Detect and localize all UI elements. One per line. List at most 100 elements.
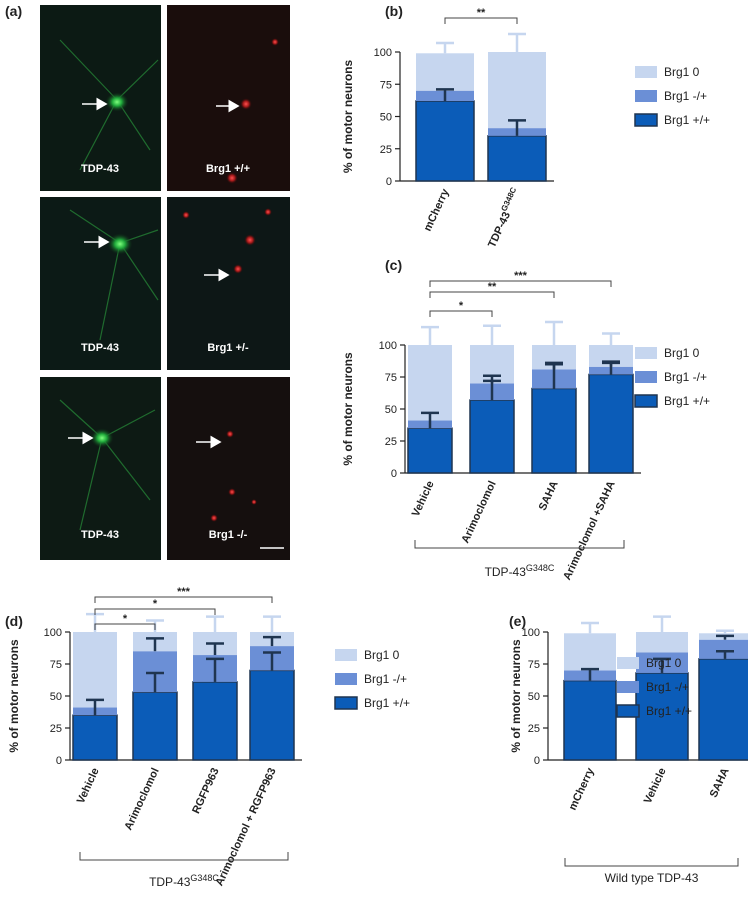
group-superscript: G348C	[526, 563, 555, 573]
legend-swatch	[634, 113, 658, 127]
legend-label: Brg1 0	[646, 656, 682, 670]
x-tick-label: RGFP963	[190, 766, 222, 815]
legend-swatch	[617, 657, 639, 669]
bar-segment	[249, 669, 295, 761]
legend-label: Brg1 +/+	[364, 696, 410, 710]
error-bar	[146, 637, 164, 652]
x-tick-label: mCherry	[567, 765, 597, 812]
error-bar	[436, 88, 454, 102]
legend-label: Brg1 0	[664, 65, 700, 79]
bar-segment	[635, 672, 689, 761]
x-tick-label: Arimoclomol	[122, 766, 161, 832]
error-bar	[716, 649, 734, 659]
error-bar	[581, 621, 599, 634]
y-tick-label: 50	[380, 112, 392, 124]
error-bar	[206, 642, 224, 656]
bar-segment	[132, 691, 178, 761]
y-tick-label: 75	[528, 659, 540, 671]
error-bar	[602, 360, 620, 367]
bar-segment	[589, 345, 633, 367]
bar-segment	[563, 679, 617, 761]
x-tick-label: mCherry	[422, 186, 452, 233]
x-tick-label: Arimoclomol	[459, 479, 498, 545]
group-label: Wild type TDP-43	[605, 871, 699, 885]
y-tick-label: 100	[44, 627, 62, 639]
legend-label: Brg1 -/+	[646, 680, 689, 694]
y-tick-label: 25	[385, 436, 397, 448]
significance-label: *	[123, 613, 128, 625]
error-bar	[436, 41, 454, 54]
image-label: Brg1 -/-	[209, 529, 248, 541]
error-bar	[421, 325, 439, 345]
y-tick-label: 25	[50, 723, 62, 735]
image-label: TDP-43	[81, 163, 119, 175]
group-text: TDP-43	[149, 875, 191, 889]
error-bar	[508, 119, 526, 136]
category-text: TDP-43	[486, 210, 513, 249]
y-tick-label: 50	[385, 404, 397, 416]
legend-label: Brg1 +/+	[646, 704, 692, 718]
legend-swatch	[635, 66, 657, 78]
y-tick-label: 25	[528, 723, 540, 735]
y-tick-label: 75	[380, 79, 392, 91]
image-label: TDP-43	[81, 342, 119, 354]
legend-label: Brg1 +/+	[664, 394, 710, 408]
category-text: Vehicle	[75, 766, 102, 805]
error-bar	[86, 698, 104, 716]
y-tick-label: 75	[385, 372, 397, 384]
y-tick-label: 75	[50, 659, 62, 671]
error-bar	[581, 667, 599, 681]
x-tick-label: TDP-43G348C	[483, 186, 523, 250]
category-text: Vehicle	[642, 766, 669, 805]
group-bracket	[414, 540, 625, 549]
bar-segment	[72, 714, 118, 761]
x-tick-label: SAHA	[708, 766, 732, 799]
y-tick-label: 100	[522, 627, 540, 639]
bar-segment	[531, 387, 577, 474]
bar-segment	[408, 345, 452, 421]
significance-bracket	[444, 17, 518, 24]
group-bracket	[79, 852, 289, 861]
significance-bracket	[429, 291, 555, 298]
bar-segment	[636, 632, 688, 653]
category-text: Arimoclomol	[459, 479, 498, 545]
error-bar	[716, 634, 734, 640]
x-tick-label: Vehicle	[642, 766, 669, 805]
y-tick-label: 0	[386, 176, 392, 188]
micrographs	[40, 5, 290, 560]
error-bar	[146, 671, 164, 693]
y-tick-label: 100	[379, 340, 397, 352]
category-text: SAHA	[708, 766, 732, 799]
image-label: TDP-43	[81, 529, 119, 541]
legend-label: Brg1 0	[364, 648, 400, 662]
bar-segment	[487, 135, 547, 182]
legend-swatch	[635, 90, 657, 102]
group-label: TDP-43G348C	[485, 563, 555, 579]
y-tick-label: 0	[56, 755, 62, 767]
y-tick-label: 50	[50, 691, 62, 703]
significance-label: **	[477, 7, 486, 19]
significance-label: *	[153, 598, 158, 610]
error-bar	[545, 320, 563, 345]
y-tick-label: 0	[534, 755, 540, 767]
bar-segment	[469, 399, 515, 474]
legend-swatch	[334, 696, 358, 710]
legend-label: Brg1 0	[664, 346, 700, 360]
y-axis-title: % of motor neurons	[341, 352, 355, 466]
y-tick-label: 0	[391, 468, 397, 480]
bar-segment	[192, 681, 238, 761]
category-text: mCherry	[567, 765, 597, 812]
legend-swatch	[335, 673, 357, 685]
error-bar	[545, 361, 563, 370]
bar-segment	[564, 633, 616, 671]
bar-segment	[73, 632, 117, 708]
x-tick-label: Arimoclomol + RGFP963	[213, 766, 278, 888]
legend-label: Brg1 +/+	[664, 113, 710, 127]
bar-segment	[588, 373, 634, 474]
legend-swatch	[335, 649, 357, 661]
error-bar	[263, 635, 281, 647]
panel-label: (c)	[385, 257, 402, 273]
error-bar	[263, 615, 281, 632]
category-text: SAHA	[537, 479, 561, 512]
